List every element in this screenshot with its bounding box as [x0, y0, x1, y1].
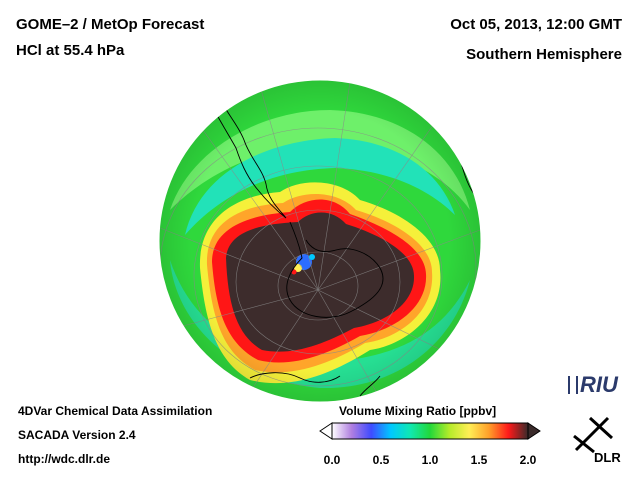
forecast-datetime: Oct 05, 2013, 12:00 GMT	[450, 16, 622, 33]
riu-logo-text: RIU	[580, 372, 618, 397]
species-level-title: HCl at 55.4 hPa	[16, 42, 125, 59]
colorbar-title: Volume Mixing Ratio [ppbv]	[339, 404, 497, 418]
hemisphere-label: Southern Hemisphere	[466, 46, 622, 63]
assimilation-label: 4DVar Chemical Data Assimilation	[18, 404, 213, 418]
globe-outline	[158, 79, 482, 403]
product-title: GOME–2 / MetOp Forecast	[16, 16, 205, 33]
dlr-logo-icon	[573, 416, 614, 454]
dlr-logo-text: DLR	[594, 450, 621, 465]
globe-shading	[159, 80, 481, 402]
riu-logo: RIU	[568, 372, 618, 398]
riu-bars-icon	[568, 376, 578, 394]
website-link[interactable]: http://wdc.dlr.de	[18, 452, 110, 466]
version-label: SACADA Version 2.4	[18, 428, 136, 442]
